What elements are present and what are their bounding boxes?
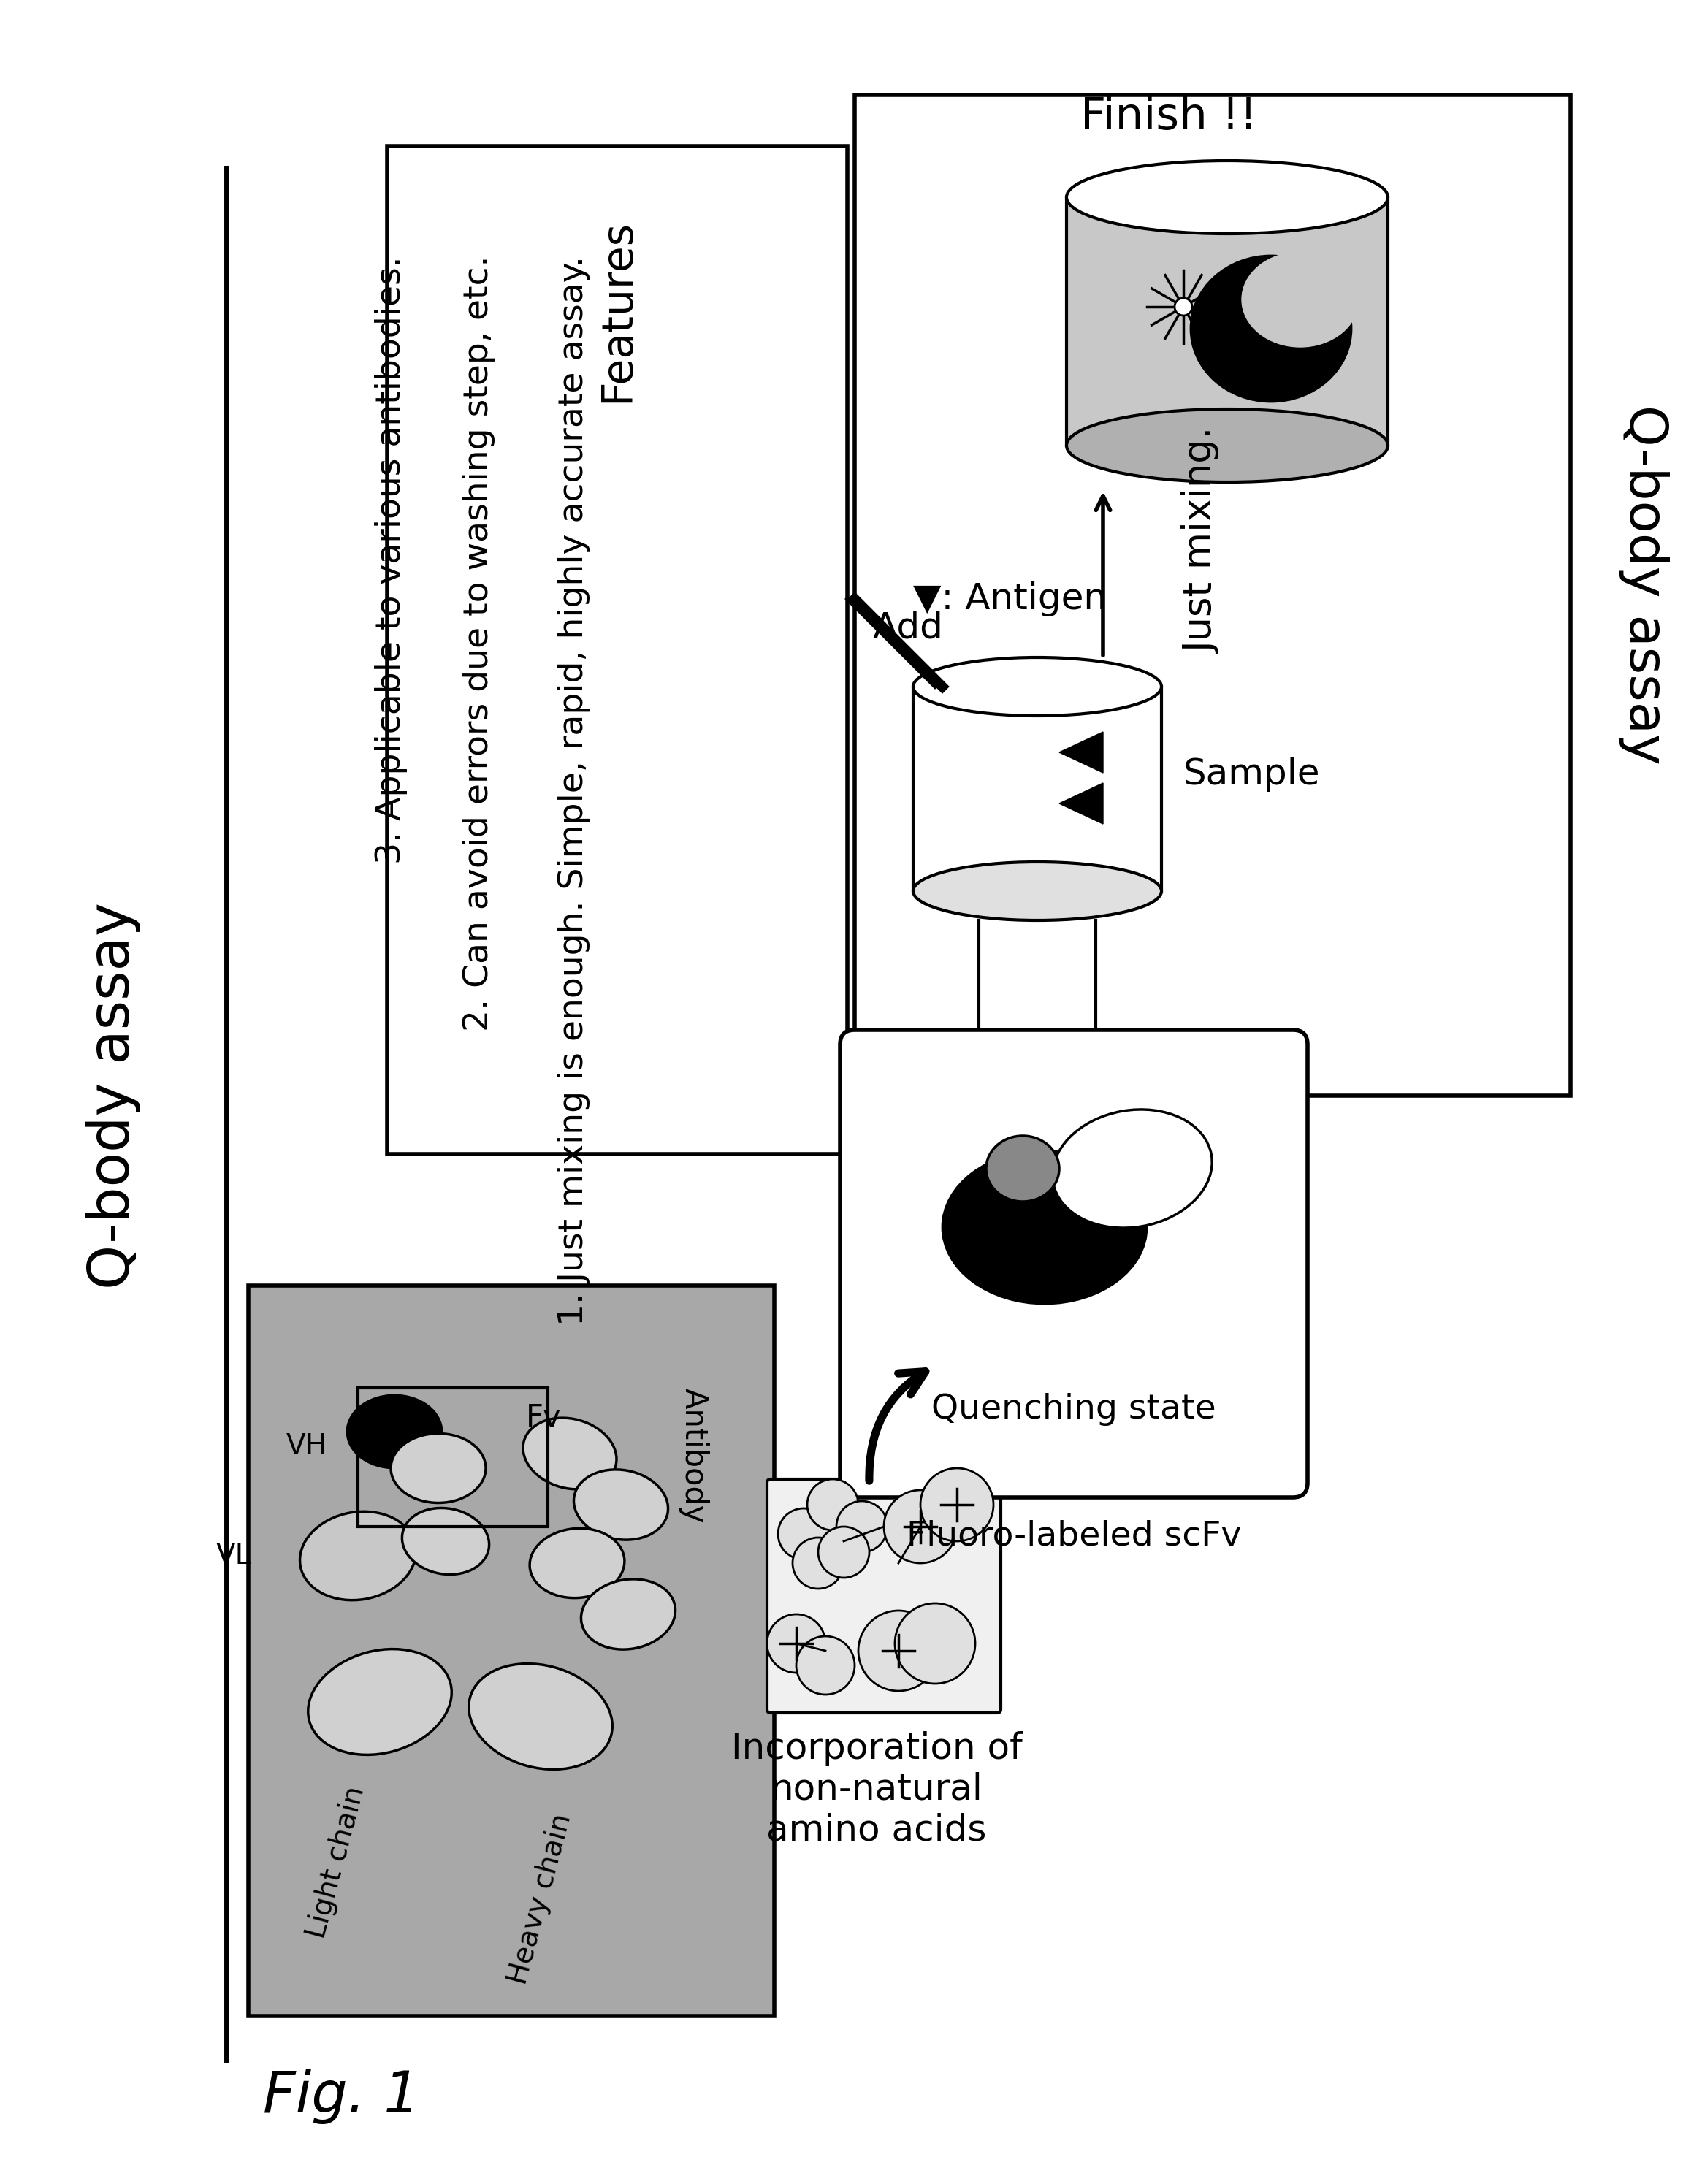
Text: ▼: Antigen: ▼: Antigen: [913, 581, 1106, 616]
Circle shape: [920, 1468, 993, 1542]
Bar: [357, 1387, 547, 1527]
Bar: [1067, 197, 1387, 446]
Circle shape: [796, 1636, 855, 1695]
Circle shape: [818, 1527, 869, 1577]
Ellipse shape: [913, 657, 1162, 716]
Text: 3. Applicable to various antibodies.: 3. Applicable to various antibodies.: [374, 256, 407, 865]
Ellipse shape: [986, 1136, 1059, 1201]
Polygon shape: [1059, 732, 1103, 773]
Text: 1. Just mixing is enough. Simple, rapid, highly accurate assay.: 1. Just mixing is enough. Simple, rapid,…: [557, 256, 590, 1326]
Ellipse shape: [300, 1511, 417, 1601]
Text: Quenching state: Quenching state: [932, 1393, 1216, 1426]
Circle shape: [859, 1610, 938, 1690]
Ellipse shape: [401, 1507, 490, 1575]
Circle shape: [806, 1479, 859, 1531]
Ellipse shape: [574, 1470, 667, 1540]
Text: Q-body assay: Q-body assay: [1618, 404, 1669, 764]
Circle shape: [767, 1614, 825, 1673]
Text: Sample: Sample: [1184, 756, 1320, 793]
FancyBboxPatch shape: [767, 1479, 1001, 1712]
Bar: [913, 686, 1162, 891]
Text: VL: VL: [217, 1542, 251, 1570]
Ellipse shape: [347, 1396, 442, 1468]
Ellipse shape: [1067, 408, 1387, 483]
Circle shape: [778, 1509, 828, 1559]
Text: Light chain: Light chain: [302, 1784, 369, 1942]
Circle shape: [837, 1500, 888, 1553]
Ellipse shape: [530, 1529, 625, 1599]
Text: 2. Can avoid errors due to washing step, etc.: 2. Can avoid errors due to washing step,…: [462, 256, 495, 1031]
Bar: [249, 1286, 774, 2016]
Ellipse shape: [581, 1579, 676, 1649]
Text: Antibody: Antibody: [679, 1387, 710, 1522]
Text: Incorporation of
non-natural
amino acids: Incorporation of non-natural amino acids: [730, 1732, 1021, 1848]
Text: Fv: Fv: [525, 1402, 561, 1433]
Bar: [855, 94, 1570, 1096]
Text: Add: Add: [872, 612, 944, 646]
Text: Fluoro-labeled scFv: Fluoro-labeled scFv: [906, 1520, 1242, 1553]
Ellipse shape: [942, 1151, 1147, 1304]
Ellipse shape: [1191, 256, 1352, 402]
Ellipse shape: [391, 1433, 486, 1503]
Text: Just mixing.: Just mixing.: [1184, 428, 1221, 653]
Circle shape: [884, 1489, 957, 1564]
Ellipse shape: [523, 1417, 617, 1489]
Text: Q-body assay: Q-body assay: [85, 902, 141, 1289]
Ellipse shape: [913, 863, 1162, 919]
Text: Heavy chain: Heavy chain: [505, 1811, 576, 1987]
Polygon shape: [1059, 784, 1103, 823]
Text: Fig. 1: Fig. 1: [263, 2068, 420, 2125]
Text: VH: VH: [286, 1433, 327, 1461]
Bar: [388, 146, 847, 1153]
Ellipse shape: [469, 1664, 612, 1769]
Ellipse shape: [308, 1649, 452, 1754]
Circle shape: [793, 1538, 844, 1588]
Text: Finish !!: Finish !!: [1081, 96, 1257, 140]
FancyBboxPatch shape: [840, 1031, 1308, 1498]
Circle shape: [1174, 297, 1193, 314]
Ellipse shape: [1052, 1109, 1211, 1227]
Circle shape: [894, 1603, 976, 1684]
Ellipse shape: [1067, 162, 1387, 234]
Text: Features: Features: [596, 218, 639, 402]
Ellipse shape: [1242, 251, 1359, 347]
